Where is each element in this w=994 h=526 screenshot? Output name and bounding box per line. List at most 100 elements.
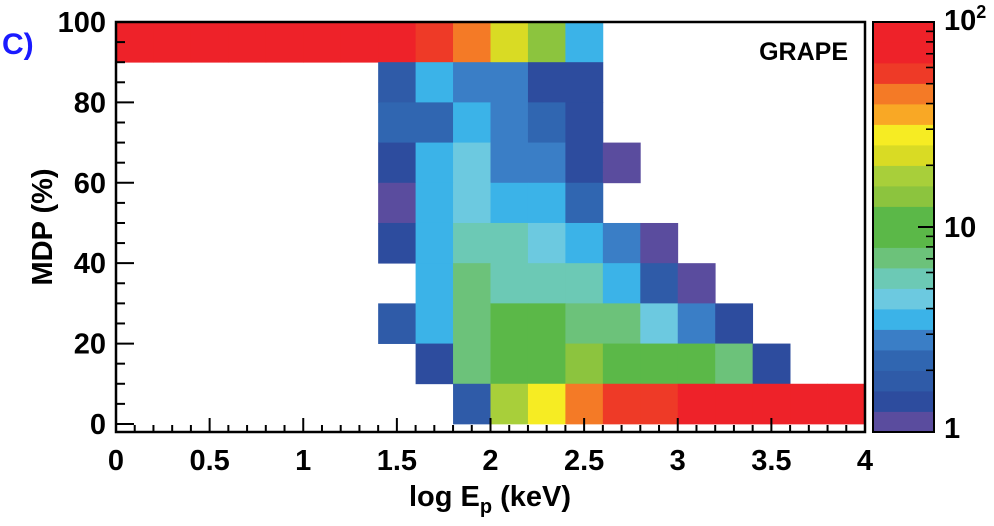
heatmap-cell	[640, 343, 679, 385]
colorbar-segment	[873, 186, 934, 207]
colorbar-segment	[873, 411, 934, 433]
axis-ticks	[115, 21, 866, 432]
heatmap-cell	[453, 182, 491, 224]
x-tick-labels: 0 0.5 1 1.5 2 2.5 3 3.5 4	[108, 445, 873, 477]
heatmap-cell	[640, 263, 679, 304]
heatmap-cell	[378, 182, 416, 224]
heatmap-cells	[116, 22, 866, 425]
heatmap-cell	[602, 222, 641, 264]
colorbar-tick-base: 10	[944, 212, 976, 244]
heatmap-cell	[490, 343, 529, 385]
heatmap-cell	[453, 142, 491, 184]
x-tick-label: 1	[295, 445, 311, 477]
heatmap-cell	[640, 383, 679, 425]
heatmap-cell	[490, 102, 529, 143]
heatmap-cell	[565, 102, 604, 143]
colorbar-segment	[873, 350, 934, 371]
heatmap-cell	[527, 102, 566, 143]
heatmap-cell	[527, 142, 566, 184]
heatmap-cell	[527, 263, 566, 304]
heatmap-cell	[453, 263, 491, 304]
heatmap-cell	[752, 383, 791, 425]
colorbar	[873, 21, 934, 433]
colorbar-segment	[873, 288, 934, 310]
heatmap-cell	[453, 343, 491, 385]
colorbar-segment	[873, 247, 934, 269]
heatmap-cell	[565, 383, 604, 425]
x-tick-label: 1.5	[377, 445, 417, 477]
heatmap-cell	[752, 343, 791, 385]
heatmap-cell	[527, 22, 566, 63]
colorbar-segment	[873, 227, 934, 248]
heatmap-cell	[602, 343, 641, 385]
heatmap-cell	[827, 383, 866, 425]
heatmap-cell	[565, 22, 604, 63]
y-tick-label: 40	[74, 248, 106, 280]
heatmap-cell	[527, 343, 566, 385]
heatmap-cell	[527, 62, 566, 103]
y-tick-label: 20	[74, 329, 106, 361]
colorbar-tick-base: 10	[944, 5, 976, 37]
heatmap-cell	[677, 263, 716, 304]
colorbar-tick-base: 1	[944, 413, 960, 445]
colorbar-segment	[873, 83, 934, 105]
heatmap-cell	[415, 22, 454, 63]
x-axis-label-main: log E	[409, 481, 480, 513]
heatmap-cell	[640, 222, 679, 264]
heatmap-cell	[415, 303, 454, 344]
heatmap-cell	[715, 383, 754, 425]
heatmap-cell	[565, 303, 604, 344]
colorbar-segment	[873, 309, 934, 330]
heatmap-cell	[190, 22, 229, 63]
heatmap-cell	[677, 303, 716, 344]
heatmap-cell	[490, 263, 529, 304]
heatmap-cell	[490, 303, 529, 344]
colorbar-tick-exponent: 2	[976, 2, 986, 22]
x-axis-label-subscript: p	[480, 496, 492, 518]
heatmap-cell	[415, 182, 454, 224]
colorbar-frame	[872, 21, 935, 433]
colorbar-segment	[873, 22, 934, 43]
heatmap-cell	[565, 343, 604, 385]
heatmap-cell	[415, 222, 454, 264]
colorbar-segment	[873, 124, 934, 146]
heatmap-cell	[453, 383, 491, 425]
heatmap-cell	[378, 22, 416, 63]
colorbar-tick-label: 10	[944, 212, 976, 244]
y-tick-label: 0	[90, 409, 106, 441]
heatmap-cell	[602, 142, 641, 184]
heatmap-cell	[527, 383, 566, 425]
heatmap-cell	[565, 222, 604, 264]
heatmap-cell	[715, 343, 754, 385]
heatmap-cell	[490, 62, 529, 103]
x-tick-label: 0	[108, 445, 124, 477]
y-tick-label: 60	[74, 168, 106, 200]
heatmap-cell	[378, 62, 416, 103]
colorbar-segment	[873, 206, 934, 228]
colorbar-tick-label: 1	[944, 413, 960, 445]
heatmap-cell	[602, 383, 641, 425]
heatmap-cell	[565, 142, 604, 184]
heatmap-cell	[378, 102, 416, 143]
colorbar-segment	[873, 63, 934, 84]
heatmap-cell	[490, 142, 529, 184]
heatmap-cell	[415, 263, 454, 304]
chart-title: GRAPE	[759, 38, 848, 66]
heatmap-cell	[527, 303, 566, 344]
heatmap-cell	[640, 303, 679, 344]
colorbar-segment	[873, 104, 934, 125]
heatmap-cell	[378, 142, 416, 184]
panel-label: C)	[2, 28, 34, 61]
heatmap-cell	[490, 182, 529, 224]
x-tick-label: 3	[670, 445, 686, 477]
heatmap-cell	[565, 62, 604, 103]
colorbar-tick-label: 102	[944, 2, 986, 37]
heatmap-cell	[453, 303, 491, 344]
heatmap-cell	[415, 343, 454, 385]
heatmap-cell	[490, 383, 529, 425]
heatmap-cell	[453, 62, 491, 103]
x-tick-label: 4	[857, 445, 873, 477]
